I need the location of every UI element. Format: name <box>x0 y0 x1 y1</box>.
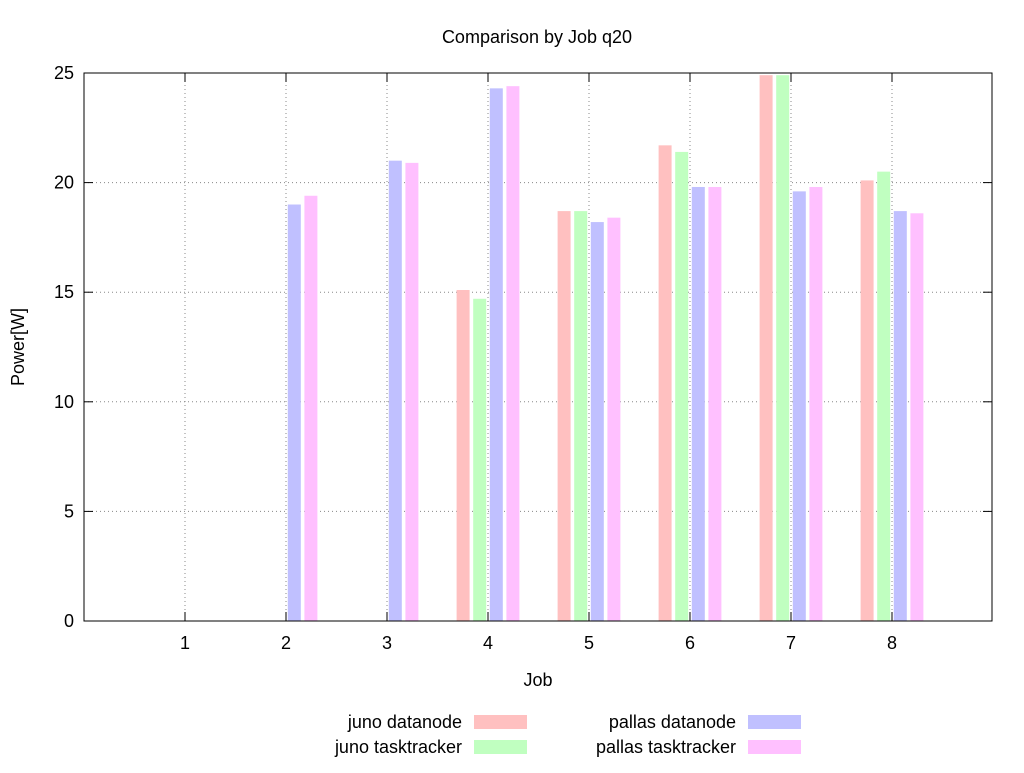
legend-label: pallas datanode <box>609 712 736 732</box>
bars <box>287 75 924 622</box>
bar-pallas-datanode <box>691 186 705 621</box>
bar-juno-datanode <box>456 290 470 621</box>
y-tick-label: 20 <box>54 173 74 193</box>
bar-juno-datanode <box>860 180 874 621</box>
y-tick-label: 5 <box>64 501 74 521</box>
legend-swatch <box>474 740 527 754</box>
bar-pallas-tasktracker <box>708 186 722 621</box>
bar-pallas-datanode <box>792 191 806 622</box>
axis-ticks: 0 5 10 15 20 25 1 2 3 4 5 6 7 8 <box>54 63 992 653</box>
bar-pallas-tasktracker <box>809 186 823 621</box>
bar-juno-tasktracker <box>473 298 487 621</box>
x-tick-label: 6 <box>685 633 695 653</box>
legend-swatch <box>748 715 801 729</box>
bar-pallas-datanode <box>287 204 301 621</box>
x-tick-label: 8 <box>887 633 897 653</box>
x-tick-label: 2 <box>281 633 291 653</box>
x-tick-label: 5 <box>584 633 594 653</box>
bar-pallas-datanode <box>893 211 907 621</box>
legend-label: juno datanode <box>347 712 462 732</box>
bar-juno-datanode <box>759 75 773 621</box>
bar-pallas-tasktracker <box>607 217 621 621</box>
x-tick-label: 3 <box>382 633 392 653</box>
y-tick-label: 25 <box>54 63 74 83</box>
bar-pallas-datanode <box>590 222 604 621</box>
bar-pallas-datanode <box>489 88 503 622</box>
plot-frame <box>83 72 993 622</box>
bar-juno-tasktracker <box>877 171 891 621</box>
bar-juno-tasktracker <box>776 75 790 621</box>
legend-label: pallas tasktracker <box>596 737 736 757</box>
bar-juno-datanode <box>557 211 571 621</box>
bar-juno-tasktracker <box>675 151 689 622</box>
bar-pallas-tasktracker <box>910 213 924 621</box>
y-tick-label: 0 <box>64 611 74 631</box>
legend: juno datanode juno tasktracker pallas data… <box>334 712 801 757</box>
bar-juno-tasktracker <box>574 211 588 621</box>
chart-title: Comparison by Job q20 <box>442 27 632 47</box>
y-tick-label: 15 <box>54 282 74 302</box>
bar-pallas-tasktracker <box>506 86 520 622</box>
bar-pallas-tasktracker <box>405 162 419 621</box>
legend-swatch <box>748 740 801 754</box>
legend-label: juno tasktracker <box>334 737 462 757</box>
x-tick-label: 7 <box>786 633 796 653</box>
bar-juno-datanode <box>658 145 672 621</box>
bar-pallas-tasktracker <box>304 195 318 621</box>
grid-lines <box>84 73 992 621</box>
x-axis-label: Job <box>523 670 552 690</box>
y-axis-label: Power[W] <box>8 308 28 386</box>
bar-pallas-datanode <box>388 160 402 621</box>
y-tick-label: 10 <box>54 392 74 412</box>
x-tick-label: 4 <box>483 633 493 653</box>
legend-swatch <box>474 715 527 729</box>
x-tick-label: 1 <box>180 633 190 653</box>
